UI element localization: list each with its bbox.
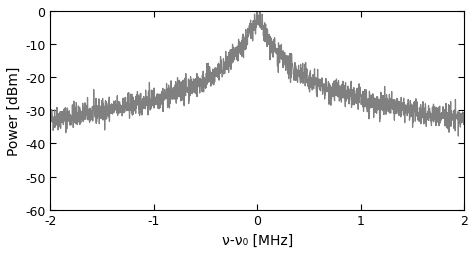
X-axis label: ν-ν₀ [MHz]: ν-ν₀ [MHz] [222, 233, 293, 247]
Y-axis label: Power [dBm]: Power [dBm] [7, 66, 21, 155]
